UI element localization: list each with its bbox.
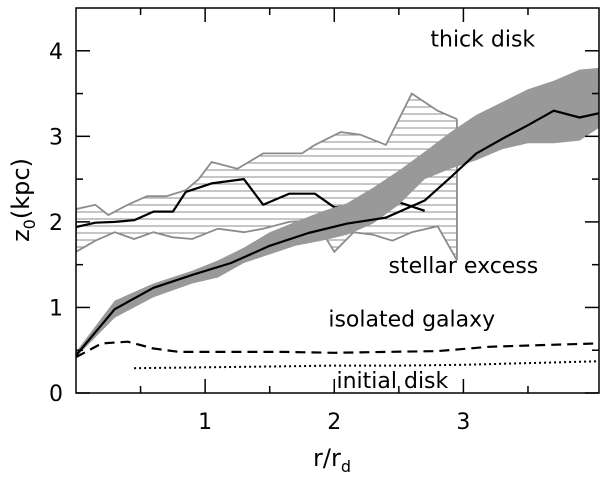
plot-frame <box>75 7 600 394</box>
y-tick-label: 3 <box>49 125 63 150</box>
y-tick-label: 4 <box>49 40 63 65</box>
y-tick-label: 2 <box>49 211 63 236</box>
hatched-band-upper-edge <box>76 92 458 217</box>
x-tick-label: 1 <box>198 410 212 435</box>
annotation-thick-disk: thick disk <box>430 28 535 53</box>
x-tick-label: 2 <box>327 410 341 435</box>
annotation-isolated-galaxy: isolated galaxy <box>328 307 495 332</box>
y-axis-label: z0(kpc) <box>7 158 39 242</box>
hatched-band-lower-edge <box>76 219 458 261</box>
x-tick-label: 3 <box>456 410 470 435</box>
y-tick-label: 1 <box>49 296 63 321</box>
y-tick-label: 0 <box>49 382 63 407</box>
x-axis-label: r/rd <box>313 444 351 476</box>
series-line-initial-disk <box>134 360 599 370</box>
annotation-initial-disk: initial disk <box>336 369 448 394</box>
filled-band <box>76 67 599 358</box>
series-line-isolated-galaxy <box>76 340 599 359</box>
annotation-stellar-excess: stellar excess <box>389 254 539 279</box>
series-line-thick-disk-mean <box>76 109 599 357</box>
